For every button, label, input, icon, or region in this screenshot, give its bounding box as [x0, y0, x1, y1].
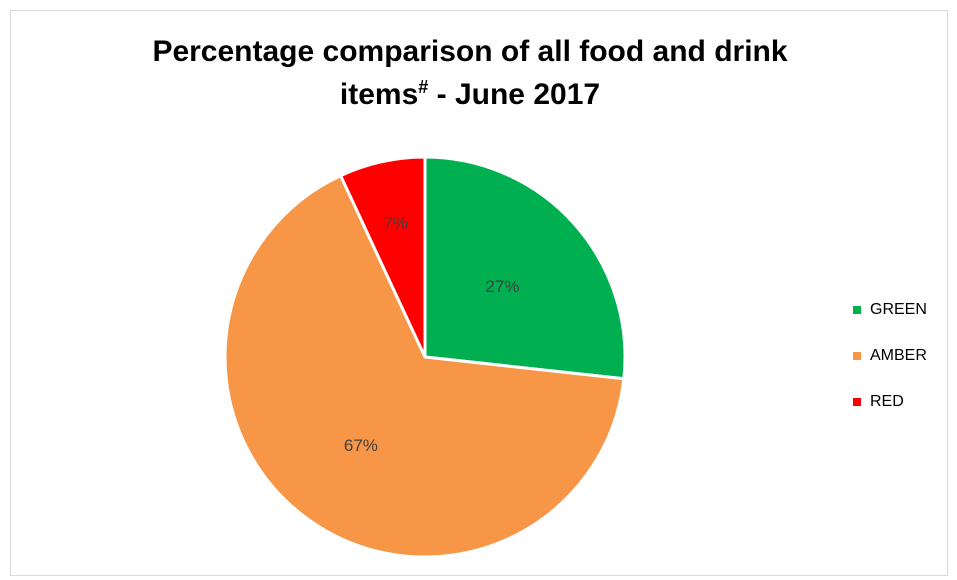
legend-item-amber: AMBER	[853, 346, 927, 365]
legend-swatch-amber	[853, 351, 861, 360]
pie-slice-green	[423, 155, 627, 381]
legend-label-red: RED	[870, 392, 904, 410]
data-label-green: 27%	[485, 277, 519, 296]
legend-item-red: RED	[853, 392, 927, 411]
data-label-amber: 67%	[344, 436, 378, 455]
legend-swatch-green	[853, 305, 861, 314]
chart-title-line-1: Percentage comparison of all food and dr…	[152, 35, 788, 68]
legend-item-green: GREEN	[853, 300, 927, 319]
chart-title: Percentage comparison of all food and dr…	[0, 30, 940, 116]
legend-swatch-red	[853, 397, 861, 406]
chart-title-line-2: items# - June 2017	[0, 73, 940, 116]
chart-title-items: items	[339, 78, 419, 111]
pie-slice-amber	[223, 174, 626, 559]
data-label-red: 7%	[383, 214, 408, 233]
pie-slice-red	[339, 155, 427, 359]
legend-label-amber: AMBER	[870, 346, 927, 364]
legend-label-green: GREEN	[870, 300, 927, 318]
chart-legend: GREEN AMBER RED	[853, 300, 927, 438]
chart-title-date: - June 2017	[428, 78, 601, 111]
chart-title-footnote-mark: #	[418, 77, 429, 97]
